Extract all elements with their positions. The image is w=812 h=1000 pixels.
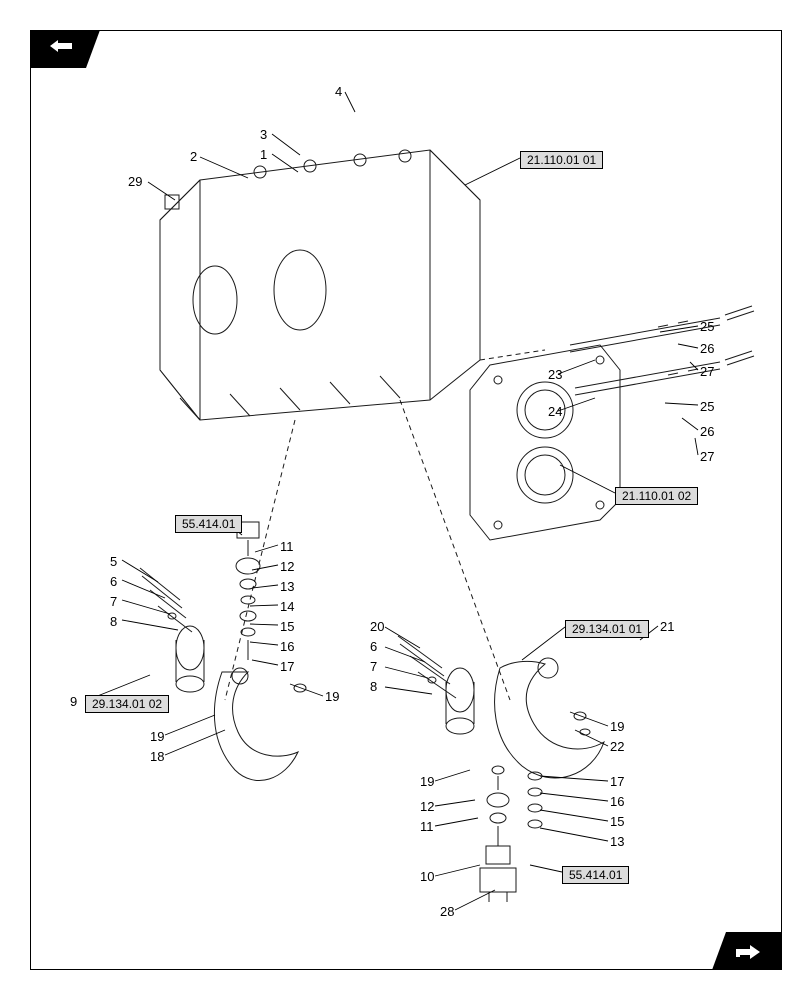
- callout-c8b: 8: [370, 680, 377, 693]
- refbox-r2[interactable]: 21.110.01 02: [615, 487, 698, 505]
- callout-c25a: 25: [700, 320, 714, 333]
- callout-c12b: 12: [420, 800, 434, 813]
- callout-c6b: 6: [370, 640, 377, 653]
- callout-c19c: 19: [610, 720, 624, 733]
- refbox-r4[interactable]: 29.134.01 02: [85, 695, 169, 713]
- callout-c8a: 8: [110, 615, 117, 628]
- callout-c11b: 11: [420, 820, 434, 833]
- callout-c21: 21: [660, 620, 674, 633]
- callout-c17b: 17: [610, 775, 624, 788]
- callout-c7a: 7: [110, 595, 117, 608]
- callout-c15b: 15: [610, 815, 624, 828]
- callout-c10: 10: [420, 870, 434, 883]
- refbox-r3[interactable]: 55.414.01: [175, 515, 242, 533]
- callout-c5: 5: [110, 555, 117, 568]
- callout-c1: 1: [260, 148, 267, 161]
- callout-c26b: 26: [700, 425, 714, 438]
- callout-c17a: 17: [280, 660, 294, 673]
- callout-c27a: 27: [700, 365, 714, 378]
- callout-c12a: 12: [280, 560, 294, 573]
- callout-c16b: 16: [610, 795, 624, 808]
- diagram-page: 4321292526272324252627567811121314151617…: [0, 0, 812, 1000]
- callout-c13b: 13: [610, 835, 624, 848]
- callout-c6a: 6: [110, 575, 117, 588]
- callout-c26a: 26: [700, 342, 714, 355]
- callout-c25b: 25: [700, 400, 714, 413]
- callout-c15a: 15: [280, 620, 294, 633]
- callout-c20: 20: [370, 620, 384, 633]
- callout-c23: 23: [548, 368, 562, 381]
- callout-c18: 18: [150, 750, 164, 763]
- refbox-r1[interactable]: 21.110.01 01: [520, 151, 603, 169]
- callout-c13a: 13: [280, 580, 294, 593]
- callout-c4: 4: [335, 85, 342, 98]
- refbox-r6[interactable]: 55.414.01: [562, 866, 629, 884]
- callout-c16a: 16: [280, 640, 294, 653]
- callout-c14: 14: [280, 600, 294, 613]
- callout-c27b: 27: [700, 450, 714, 463]
- callout-c22: 22: [610, 740, 624, 753]
- refbox-r5[interactable]: 29.134.01 01: [565, 620, 649, 638]
- callout-c29: 29: [128, 175, 142, 188]
- callout-c11a: 11: [280, 540, 294, 553]
- callout-c2: 2: [190, 150, 197, 163]
- callout-c3: 3: [260, 128, 267, 141]
- callout-c19a: 19: [150, 730, 164, 743]
- callout-c19b: 19: [325, 690, 339, 703]
- callout-c7b: 7: [370, 660, 377, 673]
- callout-c19d: 19: [420, 775, 434, 788]
- callout-c9: 9: [70, 695, 77, 708]
- callout-c28: 28: [440, 905, 454, 918]
- callout-c24: 24: [548, 405, 562, 418]
